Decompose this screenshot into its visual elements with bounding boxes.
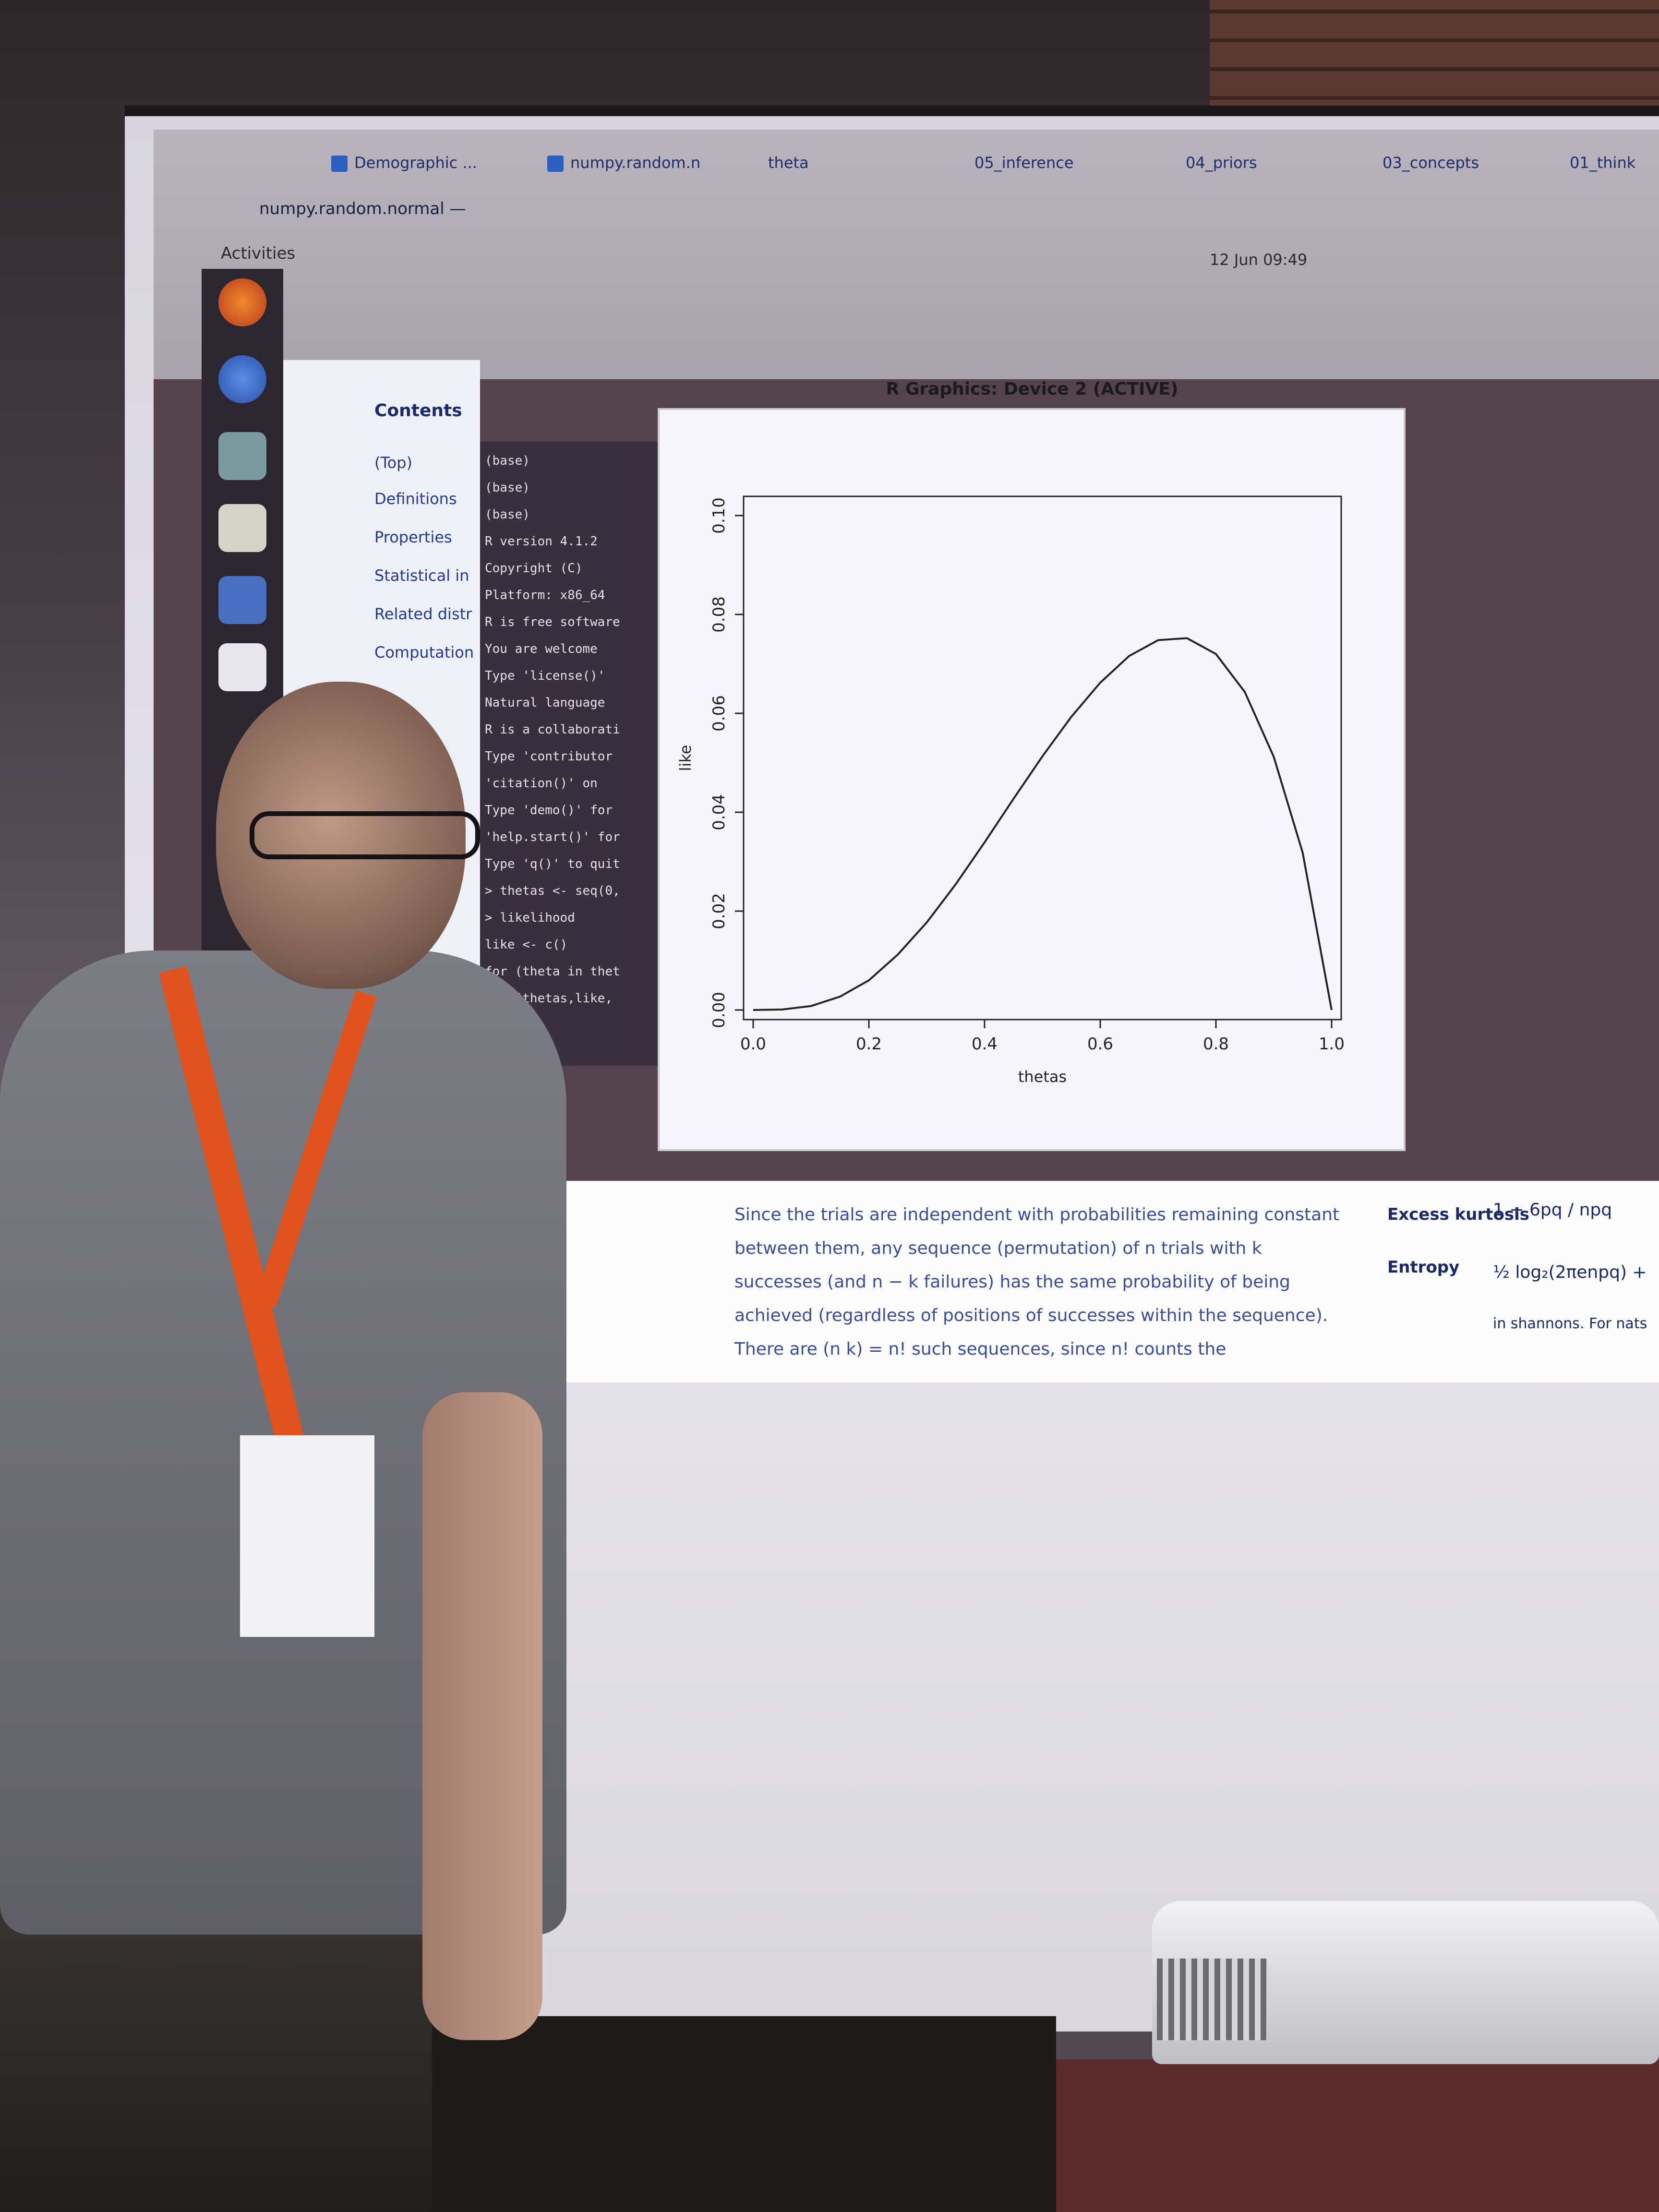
browser-topbar: Activities 12 Jun 09:49: [154, 130, 1659, 379]
terminal-line: R is a collaborati: [485, 722, 620, 737]
y-tick-label: 0.10: [709, 497, 729, 534]
sidebar-item-related[interactable]: Related distr: [374, 605, 472, 623]
x-tick-label: 0.8: [1203, 1034, 1229, 1054]
terminal-line: 'help.start()' for: [485, 830, 620, 844]
terminal-line: Type 'license()': [485, 669, 605, 683]
sidebar-item-properties[interactable]: Properties: [374, 528, 452, 546]
terminal-line: Type 'demo()' for: [485, 803, 613, 817]
thunderbird-icon[interactable]: [218, 355, 266, 403]
url-bar[interactable]: numpy.random.normal —: [259, 199, 466, 218]
tab-concepts[interactable]: 03_concepts: [1382, 154, 1479, 172]
terminal-line: You are welcome: [485, 642, 598, 656]
brick-wall: [1210, 0, 1659, 125]
terminal-line: R is free software: [485, 615, 620, 629]
terminal-line: > thetas <- seq(0,: [485, 884, 620, 898]
tab-think[interactable]: 01_think: [1570, 154, 1636, 172]
x-tick-label: 0.2: [856, 1034, 882, 1054]
terminal-line: Platform: x86_64: [485, 588, 605, 602]
likelihood-curve: [753, 637, 1333, 1011]
globe-icon: [547, 156, 564, 172]
terminal-line: Type 'contributor: [485, 749, 613, 764]
x-tick-label: 1.0: [1319, 1034, 1345, 1054]
terminal-line: > likelihood: [485, 911, 575, 925]
r-terminal[interactable]: [480, 442, 662, 1066]
tab-inference[interactable]: 05_inference: [974, 154, 1074, 172]
speaker-arm: [422, 1392, 542, 2040]
article-line: Since the trials are independent with pr…: [734, 1205, 1340, 1225]
glasses: [250, 811, 480, 859]
terminal-line: Natural language: [485, 696, 605, 710]
table-value-excess-kurtosis: 1 − 6pq / npq: [1493, 1200, 1612, 1220]
table-value-entropy: ½ log₂(2πenpq) +: [1493, 1262, 1647, 1282]
tab-demographic[interactable]: Demographic ...: [331, 154, 477, 187]
projector-grill: [1157, 1959, 1267, 2040]
sidebar-item-computation[interactable]: Computation: [374, 643, 474, 661]
writer-icon[interactable]: [218, 576, 266, 624]
y-tick-label: 0.00: [709, 992, 729, 1028]
text-editor-icon[interactable]: [218, 643, 266, 691]
x-tick-label: 0.0: [740, 1034, 766, 1054]
terminal-line: for (theta in thet: [485, 964, 620, 979]
y-tick-label: 0.08: [709, 596, 729, 633]
y-tick-label: 0.02: [709, 893, 729, 929]
activities-label[interactable]: Activities: [221, 244, 296, 263]
firefox-icon[interactable]: [218, 278, 266, 326]
terminal-line: R version 4.1.2: [485, 534, 598, 549]
sidebar-item-statistical[interactable]: Statistical in: [374, 566, 469, 585]
terminal-line: like <- c(): [485, 938, 568, 952]
plot-box: [743, 495, 1342, 1021]
tab-priors[interactable]: 04_priors: [1186, 154, 1257, 172]
terminal-line: (base): [485, 507, 530, 522]
page-icon: [331, 156, 348, 172]
wikipedia-article: [480, 1181, 1659, 1382]
clock: 12 Jun 09:49: [1210, 251, 1308, 269]
article-line: between them, any sequence (permutation)…: [734, 1238, 1262, 1258]
terminal-line: (base): [485, 481, 530, 495]
terminal-line: Type 'q()' to quit: [485, 857, 620, 871]
sidebar-item-top[interactable]: (Top): [374, 454, 412, 472]
y-tick-label: 0.06: [709, 695, 729, 732]
x-tick-label: 0.6: [1087, 1034, 1113, 1054]
x-axis-label: thetas: [1018, 1068, 1067, 1086]
table-label-excess-kurtosis: Excess kurtosis: [1387, 1205, 1530, 1224]
r-graphics-window: 0.0 0.2 0.4 0.6 0.8 1.0 0.00 0.02 0.04 0.06 0.08 0.…: [658, 408, 1406, 1151]
y-axis-label: like: [676, 745, 695, 771]
terminal-line: Copyright (C): [485, 561, 583, 576]
y-tick-label: 0.04: [709, 794, 729, 830]
article-line: achieved (regardless of positions of suc…: [734, 1306, 1328, 1325]
article-line: There are (n k) = n! such sequences, sin…: [734, 1339, 1226, 1359]
sidebar-item-definitions[interactable]: Definitions: [374, 490, 457, 508]
speaker-head: [216, 682, 466, 989]
table-label-entropy: Entropy: [1387, 1258, 1460, 1277]
x-tick-label: 0.4: [972, 1034, 998, 1054]
terminal-line: (base): [485, 454, 530, 468]
tab-numpy[interactable]: numpy.random.n: [547, 154, 700, 187]
terminal-line: 'citation()' on: [485, 776, 598, 791]
tab-theta[interactable]: theta: [768, 154, 809, 172]
name-badge: [240, 1435, 374, 1637]
likelihood-plot: 0.0 0.2 0.4 0.6 0.8 1.0 0.00 0.02 0.04 0.06 0.08 0.…: [676, 495, 1345, 1086]
r-graphics-title: R Graphics: Device 2 (ACTIVE): [886, 379, 1178, 399]
rhythmbox-icon[interactable]: [218, 504, 266, 552]
files-icon[interactable]: [218, 432, 266, 480]
article-line: successes (and n − k failures) has the s…: [734, 1272, 1290, 1292]
table-value-note: in shannons. For nats: [1493, 1315, 1647, 1332]
table: [1056, 2059, 1659, 2212]
contents-title: Contents: [374, 401, 462, 421]
